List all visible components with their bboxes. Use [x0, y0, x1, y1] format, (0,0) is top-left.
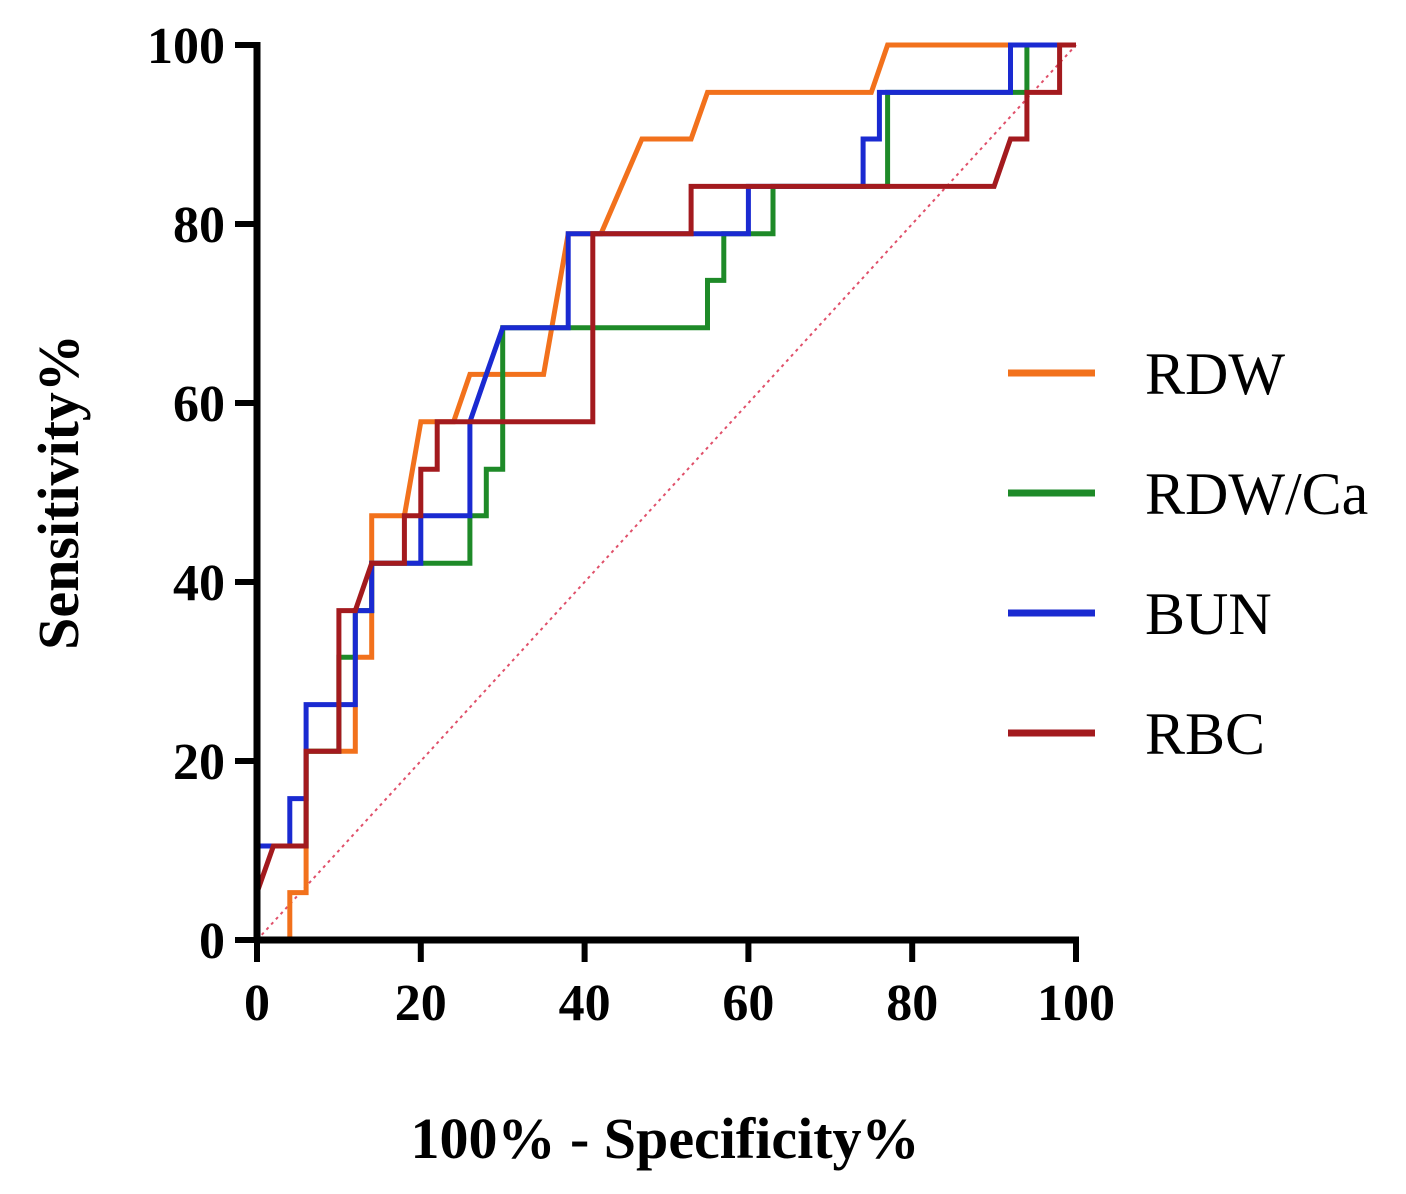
y-tick-label: 40: [173, 555, 225, 612]
x-tick-label: 20: [395, 975, 447, 1032]
x-tick-label: 60: [722, 975, 774, 1032]
y-tick-label: 80: [173, 197, 225, 254]
legend-label-rdw: RDW: [1145, 341, 1285, 407]
y-tick-label: 100: [147, 18, 225, 75]
series-line-bun: [254, 42, 1076, 893]
x-tick-label: 0: [244, 975, 270, 1032]
legend: RDW RDW/Ca BUN RBC: [1008, 341, 1368, 767]
legend-label-bun: BUN: [1145, 581, 1272, 647]
legend-label-rdw-ca: RDW/Ca: [1145, 461, 1368, 527]
series-line-rbc: [254, 42, 1076, 940]
series-layer: [254, 42, 1076, 943]
y-tick-label: 60: [173, 376, 225, 433]
reference-diagonal-line: [256, 44, 1077, 941]
y-tick-label: 20: [173, 734, 225, 791]
y-axis-title: Sensitivity%: [26, 334, 91, 650]
x-axis-title: 100% - Specificity%: [410, 1106, 919, 1171]
x-tick-label: 100: [1037, 975, 1115, 1032]
reference-diagonal-layer: [256, 44, 1077, 941]
x-tick-label: 80: [886, 975, 938, 1032]
y-tick-label: 0: [199, 913, 225, 970]
legend-label-rbc: RBC: [1145, 701, 1265, 767]
x-tick-label: 40: [559, 975, 611, 1032]
ticks: 0 20 40 60 80 100 0 20 40 60 80 100: [147, 18, 1115, 1032]
axes: [253, 42, 1079, 944]
